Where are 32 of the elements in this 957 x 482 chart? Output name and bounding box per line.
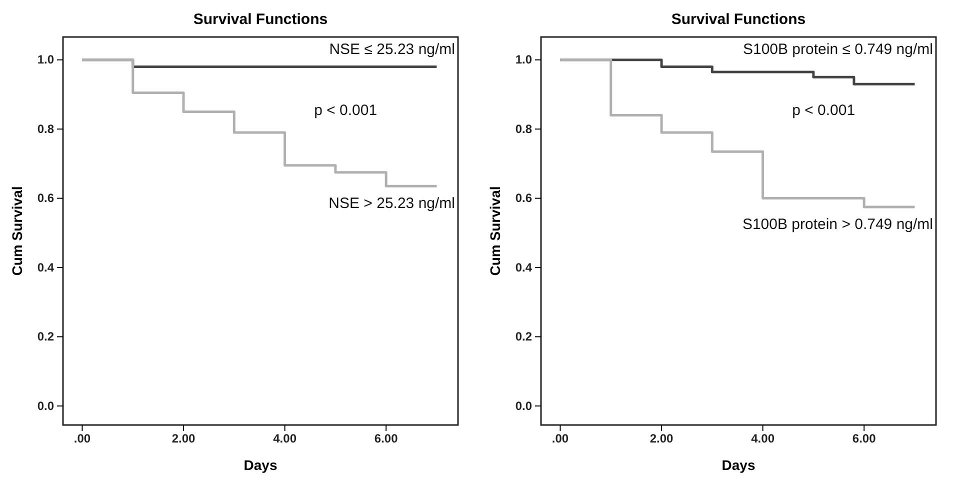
x-tick-label: 4.00 bbox=[751, 432, 775, 446]
y-tick-label: 0.2 bbox=[37, 330, 54, 344]
x-tick-label: 6.00 bbox=[374, 432, 398, 446]
y-tick-label: 0.8 bbox=[37, 122, 54, 136]
series-label: NSE ≤ 25.23 ng/ml bbox=[329, 40, 455, 58]
annotation: p < 0.001 bbox=[792, 102, 856, 120]
y-tick-label: 0.6 bbox=[37, 191, 54, 206]
series-label: S100B protein > 0.749 ng/ml bbox=[742, 216, 933, 233]
y-tick-label: 1.0 bbox=[515, 52, 532, 67]
y-tick-label: 0.8 bbox=[515, 122, 532, 136]
x-tick-label: 4.00 bbox=[273, 432, 297, 446]
chart-title: Survival Functions bbox=[193, 11, 328, 28]
x-tick-label: 2.00 bbox=[172, 432, 196, 446]
x-tick-label: 6.00 bbox=[852, 432, 876, 446]
y-tick-label: 0.6 bbox=[515, 191, 532, 206]
y-axis-title: Cum Survival bbox=[487, 186, 503, 276]
chart-title: Survival Functions bbox=[671, 11, 806, 28]
y-axis-title: Cum Survival bbox=[9, 186, 25, 276]
y-tick-label: 0.4 bbox=[37, 260, 54, 274]
y-tick-label: 1.0 bbox=[37, 52, 54, 67]
annotation: p < 0.001 bbox=[314, 102, 378, 120]
x-axis-title: Days bbox=[722, 457, 756, 473]
series-label: NSE > 25.23 ng/ml bbox=[328, 195, 455, 212]
y-tick-label: 0.0 bbox=[515, 398, 532, 413]
y-tick-label: 0.0 bbox=[37, 398, 54, 413]
y-tick-label: 0.4 bbox=[515, 260, 532, 274]
x-tick-label: .00 bbox=[74, 432, 91, 446]
x-axis-title: Days bbox=[244, 457, 278, 473]
x-tick-label: .00 bbox=[552, 432, 569, 446]
y-tick-label: 0.2 bbox=[515, 330, 532, 344]
x-tick-label: 2.00 bbox=[650, 432, 674, 446]
series-label: S100B protein ≤ 0.749 ng/ml bbox=[742, 40, 933, 58]
